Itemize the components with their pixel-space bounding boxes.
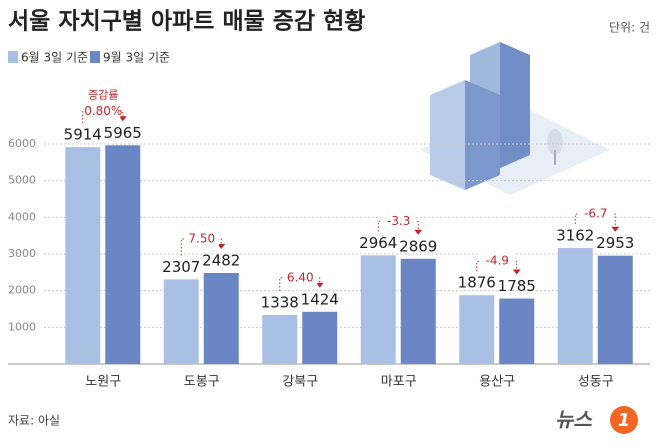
y-tick-label: 2000	[8, 284, 36, 297]
y-tick-label: 3000	[8, 247, 36, 260]
logo-text: 뉴스	[555, 408, 593, 432]
change-bracket	[377, 220, 419, 232]
change-label-bg	[578, 206, 613, 223]
bar	[163, 279, 199, 364]
change-arrow	[414, 229, 423, 235]
value-label: 5914	[64, 126, 102, 144]
change-bracket	[574, 213, 616, 228]
value-label: 2964	[359, 234, 397, 252]
unit-label: 단위: 건	[609, 21, 650, 35]
change-arrow	[611, 226, 620, 232]
legend-swatch	[90, 51, 100, 63]
change-arrow	[217, 243, 226, 249]
change-label: 6.40	[287, 270, 314, 284]
source: 자료: 아실	[8, 414, 60, 428]
change-label-bg	[381, 213, 416, 230]
bar	[360, 255, 396, 364]
value-label: 2953	[596, 234, 634, 252]
change-title: 증감률	[88, 88, 118, 101]
change-label: -6.7	[584, 207, 607, 221]
bar	[499, 298, 535, 364]
change-label: -3.3	[387, 214, 410, 228]
bar	[105, 145, 141, 364]
legend-label: 6월 3일 기준	[21, 51, 88, 65]
y-tick-label: 4000	[8, 210, 36, 223]
change-label-bg	[86, 103, 121, 120]
bar	[597, 255, 633, 364]
change-label: -4.9	[486, 254, 509, 268]
value-label: 1338	[261, 293, 299, 311]
value-label: 3162	[556, 227, 594, 245]
change-label-bg	[283, 269, 318, 286]
x-tick-label: 용산구	[479, 375, 515, 390]
value-label: 1785	[498, 277, 536, 295]
bar	[302, 311, 338, 364]
change-label-bg	[184, 230, 219, 247]
y-tick-label: 5000	[8, 174, 36, 187]
legend-swatch	[8, 51, 18, 63]
logo-mark: 1	[618, 410, 631, 431]
bar	[65, 147, 101, 364]
change-arrow	[118, 116, 127, 122]
x-tick-label: 마포구	[381, 375, 417, 390]
bar	[203, 272, 239, 364]
y-tick-label: 6000	[8, 137, 36, 150]
bar	[557, 248, 593, 364]
change-label: 7.50	[188, 231, 215, 245]
x-tick-label: 도봉구	[184, 375, 220, 390]
change-label: 0.80%	[84, 104, 122, 118]
value-label: 2307	[162, 258, 200, 276]
change-label-bg	[480, 253, 515, 270]
value-label: 1424	[301, 290, 339, 308]
value-label: 2869	[399, 237, 437, 255]
logo: 뉴스 1	[555, 406, 638, 434]
bar	[262, 314, 298, 364]
value-label: 5965	[104, 124, 142, 142]
y-tick-label: 1000	[8, 320, 36, 333]
x-tick-label: 노원구	[85, 375, 121, 390]
chart-title: 서울 자치구별 아파트 매물 증감 현황	[8, 9, 365, 35]
value-label: 2482	[202, 251, 240, 269]
building-illustration	[420, 42, 610, 195]
legend-label: 9월 3일 기준	[103, 51, 170, 65]
change-arrow	[512, 269, 521, 275]
value-label: 1876	[458, 274, 496, 292]
logo-circle	[610, 406, 638, 434]
change-bracket	[279, 277, 321, 291]
x-tick-label: 성동구	[578, 375, 614, 390]
bar	[459, 295, 495, 364]
x-tick-label: 강북구	[282, 375, 318, 390]
change-arrow	[315, 282, 324, 288]
bar	[400, 258, 436, 364]
